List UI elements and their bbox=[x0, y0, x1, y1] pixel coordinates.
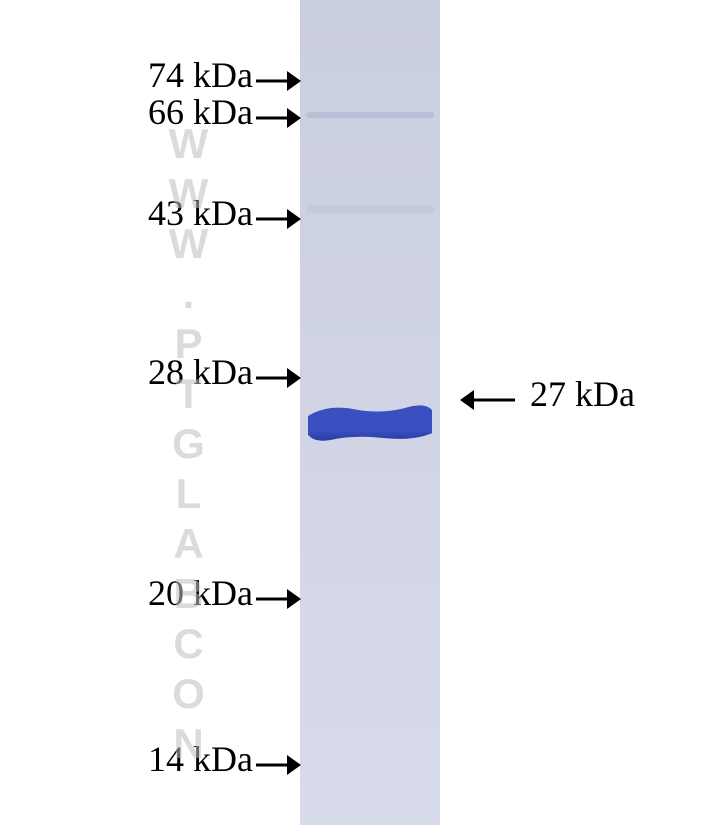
result-label: 27 kDa bbox=[530, 373, 635, 415]
ladder-marker-label: 28 kDa bbox=[148, 351, 253, 393]
ladder-marker-label: 14 kDa bbox=[148, 738, 253, 780]
ladder-marker-label: 43 kDa bbox=[148, 192, 253, 234]
faint-band bbox=[306, 205, 434, 213]
ladder-marker-arrow bbox=[256, 105, 301, 131]
detected-band bbox=[304, 402, 436, 442]
ladder-marker-label: 20 kDa bbox=[148, 572, 253, 614]
gel-image-canvas: 74 kDa 66 kDa 43 kDa 28 kDa 20 kDa 14 kD… bbox=[0, 0, 721, 839]
ladder-marker-arrow bbox=[256, 752, 301, 778]
ladder-marker-label: 74 kDa bbox=[148, 54, 253, 96]
result-arrow bbox=[460, 387, 515, 413]
ladder-marker-arrow bbox=[256, 586, 301, 612]
ladder-marker-arrow bbox=[256, 365, 301, 391]
ladder-marker-arrow bbox=[256, 206, 301, 232]
ladder-marker-label: 66 kDa bbox=[148, 91, 253, 133]
faint-band bbox=[306, 112, 434, 118]
ladder-marker-arrow bbox=[256, 68, 301, 94]
